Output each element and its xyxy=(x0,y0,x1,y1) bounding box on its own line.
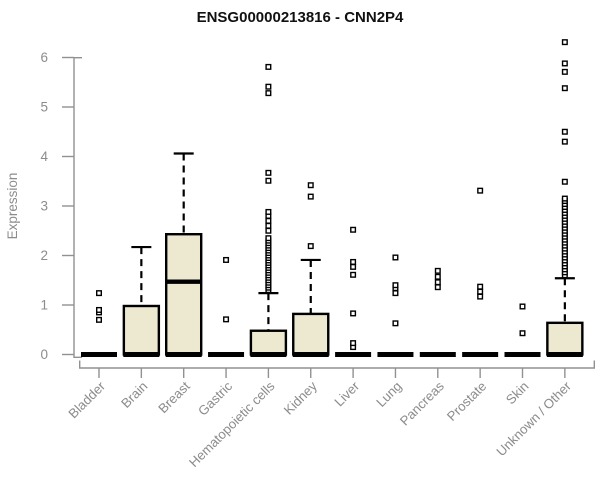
x-category-label: Liver xyxy=(331,378,362,409)
outlier-point xyxy=(95,290,102,297)
x-category-label: Gastric xyxy=(195,378,235,418)
x-category-label: Skin xyxy=(503,379,532,408)
series-pancreas xyxy=(419,267,456,357)
outlier-point xyxy=(434,279,441,286)
series-gastric xyxy=(208,256,245,357)
x-category-label: Prostate xyxy=(444,379,489,424)
y-tick-label: 3 xyxy=(40,199,48,214)
outlier-point xyxy=(265,63,272,70)
series-prostate xyxy=(462,187,499,357)
outlier-point xyxy=(434,284,441,291)
x-category-label: Kidney xyxy=(281,378,320,417)
series-lung xyxy=(377,254,414,357)
outlier-point xyxy=(265,222,272,229)
outlier-point xyxy=(265,90,272,97)
outlier-point xyxy=(561,138,568,145)
outlier-point xyxy=(392,282,399,289)
outlier-point xyxy=(434,273,441,280)
outlier-point xyxy=(392,254,399,261)
outlier-point xyxy=(392,290,399,297)
series-kidney xyxy=(292,182,330,357)
outlier-point xyxy=(223,256,230,263)
y-axis-title: Expression xyxy=(5,173,20,240)
y-axis: 0 1 2 3 4 5 6 xyxy=(40,50,82,362)
outlier-point xyxy=(561,178,568,185)
outlier-point xyxy=(350,226,357,233)
outlier-point xyxy=(307,243,314,250)
outlier-point xyxy=(477,283,484,290)
series-bladder xyxy=(81,290,117,357)
outlier-point xyxy=(561,195,568,202)
outlier-point xyxy=(561,60,568,67)
outlier-point xyxy=(265,177,272,184)
outlier-point xyxy=(350,263,357,270)
outlier-point xyxy=(350,340,357,347)
outlier-point xyxy=(307,182,314,189)
outlier-point xyxy=(350,271,357,278)
series-breast xyxy=(164,152,203,357)
outlier-point xyxy=(561,85,568,92)
outlier-point xyxy=(519,330,526,337)
outlier-point xyxy=(265,208,272,215)
outlier-point xyxy=(477,187,484,194)
outlier-point xyxy=(434,267,441,274)
x-category-label: Bladder xyxy=(65,378,108,421)
outlier-point xyxy=(477,288,484,295)
y-tick-label: 6 xyxy=(40,50,48,65)
outlier-point xyxy=(223,316,230,323)
x-category-label: Breast xyxy=(155,378,193,416)
outlier-point xyxy=(265,169,272,176)
outlier-point xyxy=(561,39,568,46)
x-category-label: Brain xyxy=(118,379,150,411)
outlier-point xyxy=(95,306,102,313)
outlier-point xyxy=(265,235,272,242)
series-liver xyxy=(335,226,372,357)
y-tick-label: 2 xyxy=(40,248,48,263)
outlier-point xyxy=(519,303,526,310)
outlier-point xyxy=(350,258,357,265)
outlier-point xyxy=(392,320,399,327)
outlier-point xyxy=(561,68,568,75)
y-tick-label: 1 xyxy=(40,298,48,313)
x-category-label: Lung xyxy=(373,379,404,410)
series-unknown-other xyxy=(546,39,584,357)
series-hematopoietic-cells xyxy=(249,63,288,357)
x-category-label: Unknown / Other xyxy=(493,378,574,459)
x-category-label: Pancreas xyxy=(397,378,447,428)
y-tick-label: 0 xyxy=(40,347,48,362)
series-brain xyxy=(122,245,161,357)
chart-title: ENSG00000213816 - CNN2P4 xyxy=(197,9,404,26)
y-tick-label: 5 xyxy=(40,100,48,115)
outlier-point xyxy=(477,293,484,300)
outlier-point xyxy=(265,217,272,224)
outlier-point xyxy=(307,193,314,200)
outlier-point xyxy=(95,316,102,323)
y-tick-label: 4 xyxy=(40,149,48,164)
series-skin xyxy=(504,303,541,357)
outlier-point xyxy=(561,128,568,135)
outlier-point xyxy=(350,310,357,317)
outlier-point xyxy=(265,83,272,90)
outlier-point xyxy=(265,227,272,234)
